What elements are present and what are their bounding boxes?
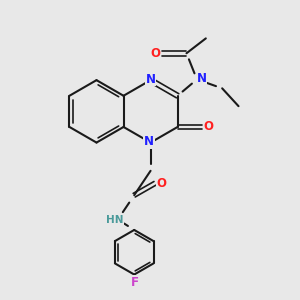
- Text: N: N: [197, 72, 207, 85]
- Text: HN: HN: [106, 214, 123, 224]
- Text: O: O: [151, 47, 160, 60]
- Text: N: N: [146, 73, 156, 86]
- Text: O: O: [203, 121, 214, 134]
- Text: O: O: [157, 177, 166, 190]
- Text: N: N: [144, 135, 154, 148]
- Text: F: F: [131, 276, 139, 289]
